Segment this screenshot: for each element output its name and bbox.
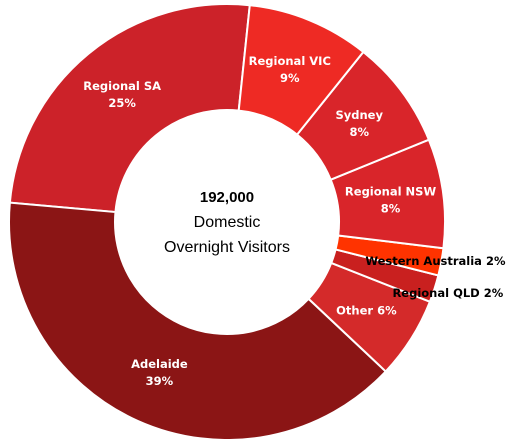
slice-value: 25% xyxy=(108,96,136,110)
slice-value: 8% xyxy=(381,202,401,216)
slice-label: Regional QLD 2% xyxy=(392,285,503,299)
center-label: Overnight Visitors xyxy=(164,239,290,256)
donut-slice xyxy=(329,138,446,250)
labels: Regional VIC 9% Sydney 8% Regional NSW 8% West… xyxy=(83,54,506,388)
center-label: Domestic xyxy=(194,214,261,231)
donut-slice xyxy=(8,201,388,439)
donut-slice xyxy=(8,3,251,214)
slice-name: Regional VIC xyxy=(249,54,331,68)
center-value: 192,000 xyxy=(200,189,254,206)
slice-name: Regional QLD xyxy=(392,285,479,299)
slice-value: 2% xyxy=(486,253,506,267)
slice-name: Sydney xyxy=(335,108,383,122)
slice-label: Western Australia 2% xyxy=(365,253,506,267)
donut-slice xyxy=(329,248,440,304)
slice-value: 6% xyxy=(377,303,397,317)
slice-name: Regional NSW xyxy=(345,185,437,199)
donut-slice xyxy=(295,50,431,182)
slice-value: 9% xyxy=(280,71,300,85)
slice-value: 39% xyxy=(146,374,174,388)
slice-label: Other 6% xyxy=(336,303,397,317)
donut-slice xyxy=(237,4,365,137)
slice-value: 8% xyxy=(349,125,369,139)
slice-value: 2% xyxy=(484,285,504,299)
slice-name: Western Australia xyxy=(365,253,482,267)
slice-name: Regional SA xyxy=(83,79,161,93)
slice-name: Other xyxy=(336,303,373,317)
slice-name: Adelaide xyxy=(131,357,188,371)
